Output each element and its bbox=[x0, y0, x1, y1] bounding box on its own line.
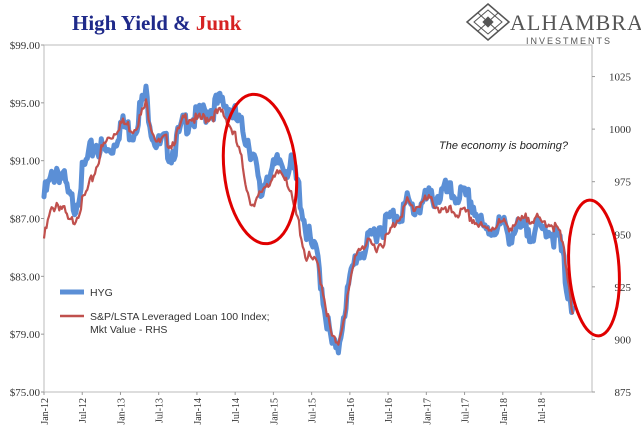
x-tick-label: Jan-16 bbox=[346, 398, 357, 425]
x-tick-label: Jan-17 bbox=[422, 398, 433, 425]
left-axis: $75.00 $79.00 $83.00 $87.00 $91.00 $95.00 $99.… bbox=[10, 40, 44, 399]
highlight-circle-2014 bbox=[221, 92, 299, 246]
right-tick-label: 950 bbox=[615, 229, 632, 241]
right-tick-label: 975 bbox=[615, 177, 632, 189]
x-tick-label: Jul-16 bbox=[384, 398, 395, 423]
x-tick-label: Jul-15 bbox=[308, 398, 319, 423]
right-tick-label: 1025 bbox=[609, 72, 632, 84]
x-axis: Jan-12 Jul-12 Jan-13 Jul-13 Jan-14 Jul-14 Jan-… bbox=[40, 392, 548, 425]
legend-loan-label-line1: S&P/LSTA Leveraged Loan 100 Index; bbox=[90, 311, 270, 323]
right-tick-label: 875 bbox=[615, 387, 632, 399]
left-tick-label: $87.00 bbox=[10, 214, 41, 226]
logo-subtitle: INVESTMENTS bbox=[526, 36, 612, 46]
x-tick-label: Jul-18 bbox=[537, 398, 548, 423]
right-axis: 875 900 925 950 975 1000 1025 bbox=[592, 72, 632, 399]
left-tick-label: $99.00 bbox=[10, 40, 41, 52]
x-tick-label: Jul-17 bbox=[461, 398, 472, 423]
legend-hyg-label: HYG bbox=[90, 287, 113, 299]
alhambra-diamond-logo-icon bbox=[465, 3, 511, 41]
right-tick-label: 900 bbox=[615, 334, 632, 346]
right-tick-label: 925 bbox=[615, 282, 632, 294]
chart-title: High Yield & Junk bbox=[72, 11, 242, 35]
x-tick-label: Jan-12 bbox=[40, 398, 51, 425]
title-part-2: Junk bbox=[196, 11, 242, 35]
highlight-circle-2018 bbox=[567, 198, 621, 338]
hyg-series-line bbox=[41, 83, 576, 356]
x-tick-label: Jul-14 bbox=[231, 398, 242, 423]
left-tick-label: $91.00 bbox=[10, 156, 41, 168]
annotation-text: The economy is booming? bbox=[439, 140, 569, 152]
x-tick-label: Jan-15 bbox=[269, 398, 280, 425]
plot-frame bbox=[43, 44, 593, 393]
left-tick-label: $75.00 bbox=[10, 387, 41, 399]
logo-name: ALHAMBRA bbox=[510, 10, 641, 35]
title-part-1: High Yield & bbox=[72, 11, 196, 35]
x-tick-label: Jul-13 bbox=[155, 398, 166, 423]
legend: HYG S&P/LSTA Leveraged Loan 100 Index; M… bbox=[60, 287, 270, 336]
loan-index-series-line bbox=[42, 98, 574, 346]
x-tick-label: Jan-13 bbox=[116, 398, 127, 425]
x-tick-label: Jan-14 bbox=[193, 398, 204, 425]
left-tick-label: $83.00 bbox=[10, 271, 41, 283]
x-tick-label: Jan-18 bbox=[499, 398, 510, 425]
right-tick-label: 1000 bbox=[609, 124, 632, 136]
left-tick-label: $95.00 bbox=[10, 98, 41, 110]
x-tick-label: Jul-12 bbox=[78, 398, 89, 423]
legend-loan-label-line2: Mkt Value - RHS bbox=[90, 324, 167, 336]
left-tick-label: $79.00 bbox=[10, 329, 41, 341]
